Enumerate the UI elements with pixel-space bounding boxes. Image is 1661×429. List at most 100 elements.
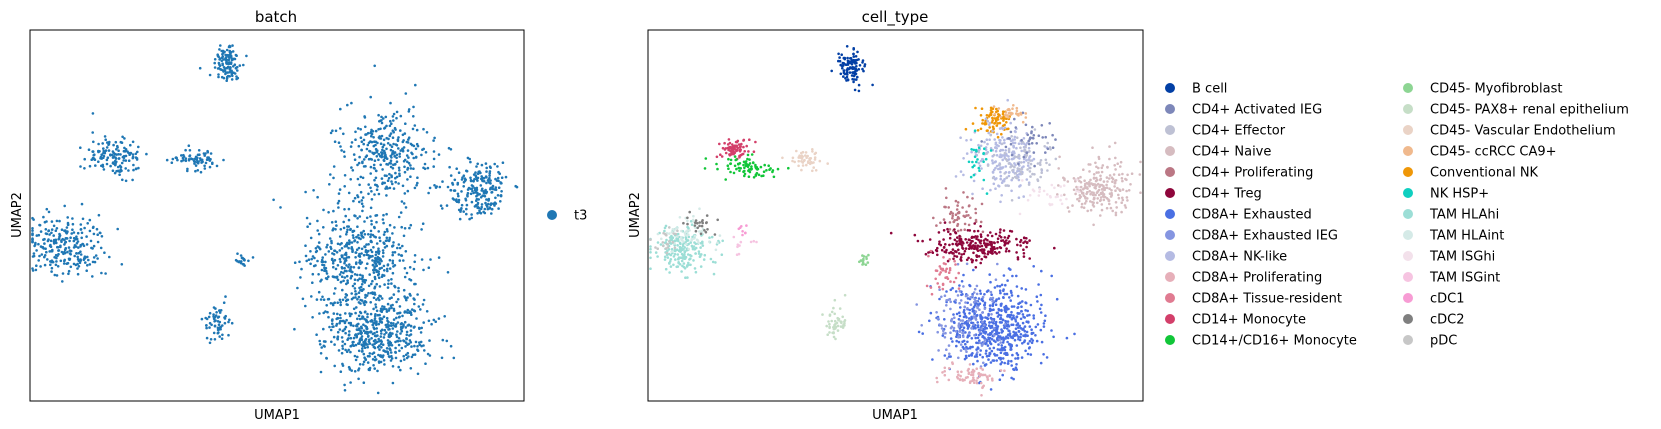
data-point	[736, 148, 739, 152]
legend-item: CD4+ Treg	[1165, 187, 1262, 202]
data-point	[1032, 134, 1036, 137]
data-point	[952, 313, 955, 316]
data-point	[985, 349, 988, 353]
data-point	[975, 160, 978, 164]
data-point	[996, 284, 999, 288]
data-point	[1005, 292, 1009, 296]
data-point	[935, 376, 938, 380]
data-point	[999, 177, 1002, 181]
data-point	[1139, 191, 1142, 194]
data-point	[427, 266, 431, 270]
data-point	[226, 71, 229, 74]
data-point	[981, 187, 984, 190]
data-point	[1001, 239, 1005, 242]
data-point	[298, 260, 301, 264]
data-point	[1102, 193, 1106, 196]
data-point	[1110, 189, 1113, 192]
data-point	[332, 176, 335, 180]
data-point	[396, 330, 399, 333]
data-point	[738, 156, 741, 159]
data-point	[99, 231, 102, 235]
data-point	[370, 337, 373, 340]
data-point	[991, 304, 995, 308]
data-point	[347, 333, 351, 337]
data-point	[382, 359, 386, 362]
data-point	[387, 282, 390, 286]
data-point	[666, 256, 670, 259]
data-point	[956, 204, 959, 207]
data-point	[742, 160, 746, 164]
data-point	[372, 166, 376, 170]
data-point	[743, 174, 746, 178]
data-point	[679, 236, 683, 239]
data-point	[384, 350, 387, 353]
data-point	[337, 141, 341, 144]
data-point	[1030, 130, 1033, 133]
data-point	[401, 133, 405, 137]
data-point	[409, 167, 413, 170]
data-point	[971, 310, 975, 313]
data-point	[451, 183, 455, 186]
data-point	[1023, 329, 1027, 333]
data-point	[689, 220, 693, 223]
data-point	[837, 318, 840, 322]
data-point	[355, 328, 359, 331]
data-point	[963, 222, 967, 226]
data-point	[184, 159, 188, 163]
data-point	[124, 179, 128, 183]
legend-marker	[1165, 293, 1175, 303]
data-point	[929, 311, 933, 315]
data-point	[398, 259, 402, 262]
data-point	[377, 276, 381, 280]
data-point	[399, 211, 403, 214]
data-point	[413, 186, 417, 190]
data-point	[416, 181, 419, 185]
data-point	[731, 147, 734, 151]
data-point	[845, 75, 849, 79]
data-point	[979, 233, 983, 236]
data-point	[109, 153, 112, 156]
data-point	[974, 207, 977, 211]
data-point	[1050, 183, 1054, 187]
data-point	[416, 372, 420, 376]
data-point	[400, 346, 404, 350]
data-point	[719, 153, 722, 156]
data-point	[84, 261, 87, 264]
data-point	[362, 343, 365, 346]
data-point	[965, 152, 969, 155]
data-point	[374, 214, 378, 217]
data-point	[49, 263, 52, 267]
data-point	[70, 232, 73, 235]
data-point	[943, 294, 947, 298]
data-point	[490, 207, 494, 211]
data-point	[1032, 151, 1036, 154]
data-point	[992, 247, 996, 251]
data-point	[1056, 195, 1059, 198]
data-point	[946, 357, 949, 360]
data-point	[73, 254, 76, 258]
data-point	[362, 229, 366, 233]
data-point	[956, 201, 960, 204]
data-point	[480, 189, 484, 192]
data-point	[1005, 121, 1008, 124]
data-point	[1126, 173, 1129, 177]
data-point	[694, 270, 698, 274]
data-point	[672, 255, 676, 258]
data-point	[44, 228, 48, 231]
data-point	[748, 162, 752, 165]
data-point	[392, 119, 395, 122]
data-point	[959, 258, 962, 261]
data-point	[359, 329, 363, 333]
data-point	[980, 202, 984, 206]
data-point	[1009, 165, 1012, 169]
data-point	[198, 157, 202, 160]
data-point	[71, 228, 74, 231]
data-point	[340, 247, 344, 250]
data-point	[971, 317, 974, 320]
data-point	[1022, 248, 1025, 251]
data-point	[649, 245, 652, 248]
data-point	[984, 157, 988, 161]
data-point	[413, 302, 416, 306]
data-point	[1007, 149, 1011, 152]
cluster-t3	[272, 176, 450, 337]
